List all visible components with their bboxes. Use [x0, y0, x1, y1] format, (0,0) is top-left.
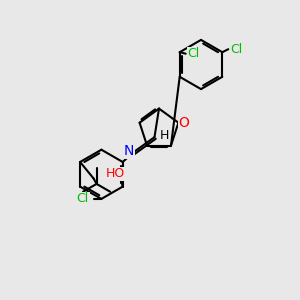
Text: HO: HO: [106, 167, 125, 180]
Text: O: O: [178, 116, 189, 130]
Text: H: H: [159, 129, 169, 142]
Text: Cl: Cl: [230, 43, 242, 56]
Text: Cl: Cl: [77, 192, 89, 206]
Text: N: N: [124, 144, 134, 158]
Text: Cl: Cl: [188, 47, 200, 60]
